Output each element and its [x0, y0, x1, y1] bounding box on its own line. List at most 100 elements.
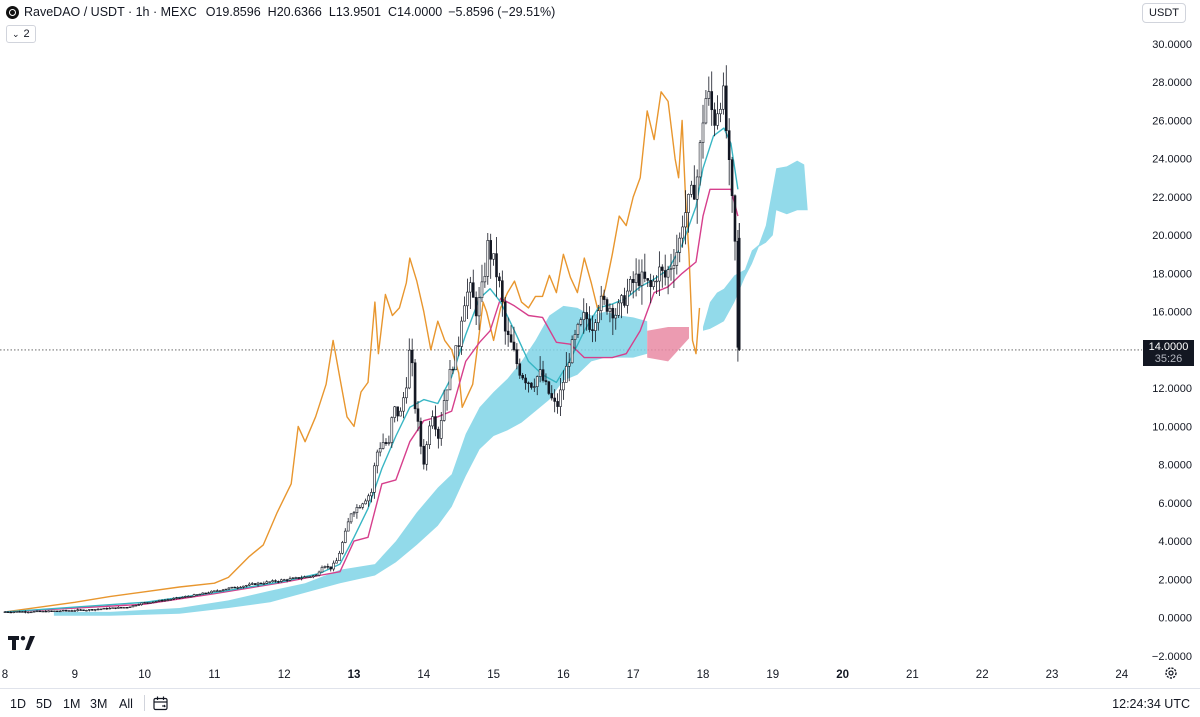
- chart-plot-area[interactable]: 30.000028.000026.000024.000022.000020.00…: [0, 0, 1200, 688]
- toolbar-divider: [144, 695, 145, 711]
- candle: [335, 557, 338, 564]
- candle: [172, 597, 175, 601]
- candle: [463, 296, 466, 322]
- x-tick-label: 8: [2, 669, 8, 681]
- candle: [416, 401, 420, 432]
- candle: [364, 498, 367, 505]
- candle: [166, 598, 170, 602]
- candle: [460, 316, 463, 355]
- candle: [547, 380, 551, 396]
- y-tick-label: 24.0000: [1152, 154, 1192, 166]
- x-tick-label: 13: [348, 669, 361, 681]
- y-tick-label: 22.0000: [1152, 192, 1192, 204]
- candle: [640, 259, 644, 305]
- candle: [12, 611, 16, 614]
- candle: [346, 517, 350, 532]
- range-1d[interactable]: 1D: [10, 697, 26, 711]
- gear-icon[interactable]: [1164, 666, 1178, 680]
- candle: [3, 611, 7, 613]
- candle: [483, 262, 487, 288]
- candle: [445, 389, 449, 411]
- candle: [9, 611, 13, 614]
- candle: [684, 190, 687, 245]
- candle: [544, 373, 548, 386]
- candle: [216, 589, 219, 592]
- currency-button[interactable]: USDT: [1142, 3, 1186, 23]
- candle: [227, 587, 231, 591]
- candle: [373, 462, 376, 499]
- tradingview-logo-icon[interactable]: [8, 636, 36, 654]
- candle: [480, 264, 484, 303]
- candle: [617, 298, 620, 318]
- candle: [288, 576, 292, 582]
- candle: [579, 317, 583, 327]
- candle: [143, 601, 146, 604]
- candle: [541, 360, 545, 383]
- candle: [704, 90, 708, 125]
- indicator-count: 2: [23, 28, 30, 40]
- range-all[interactable]: All: [119, 697, 133, 711]
- candle: [76, 608, 80, 612]
- candle: [73, 609, 77, 612]
- candle: [117, 606, 120, 609]
- candle: [259, 582, 263, 585]
- candle: [323, 565, 327, 569]
- candle: [303, 575, 306, 579]
- candle: [352, 511, 356, 518]
- candle: [178, 597, 181, 600]
- candle: [713, 102, 716, 137]
- candle: [326, 563, 330, 570]
- ichimoku-cloud: [53, 160, 808, 616]
- candle: [265, 580, 269, 584]
- candle: [375, 449, 379, 474]
- low-value: 13.9501: [335, 5, 382, 19]
- utc-clock[interactable]: 12:24:34 UTC: [1112, 697, 1190, 711]
- candle: [695, 169, 699, 224]
- candle: [614, 308, 618, 330]
- range-3m[interactable]: 3M: [90, 697, 108, 711]
- candle: [643, 253, 647, 283]
- candle: [623, 287, 626, 308]
- candle: [434, 405, 437, 437]
- candle: [512, 326, 516, 352]
- y-tick-label: 16.0000: [1152, 307, 1192, 319]
- candle: [733, 194, 737, 261]
- range-1m[interactable]: 1M: [63, 697, 81, 711]
- candle: [649, 273, 652, 304]
- candle: [146, 602, 149, 604]
- y-tick-label: 12.0000: [1152, 383, 1192, 395]
- indicators-toggle[interactable]: ⌄ 2: [6, 25, 36, 43]
- range-5d[interactable]: 5D: [36, 697, 52, 711]
- y-tick-label: 28.0000: [1152, 77, 1192, 89]
- candle: [300, 575, 303, 581]
- candle: [527, 381, 530, 393]
- candle: [279, 578, 283, 583]
- candle: [236, 586, 239, 590]
- symbol-legend[interactable]: RaveDAO / USDT · 1h · MEXC O 19.8596 H 20.…: [6, 4, 561, 20]
- candle: [637, 259, 641, 292]
- calendar-range-icon[interactable]: [153, 696, 169, 711]
- candle: [620, 294, 623, 319]
- candle: [93, 609, 97, 612]
- symbol-title[interactable]: RaveDAO / USDT · 1h · MEXC: [24, 5, 197, 19]
- candle: [634, 258, 638, 297]
- candle: [349, 513, 353, 524]
- bottom-toolbar: 1D 5D 1M 3M All 12:24:34 UTC: [0, 688, 1200, 717]
- candle: [457, 336, 461, 357]
- candle: [53, 610, 56, 613]
- candle: [410, 338, 414, 377]
- candle: [181, 596, 184, 599]
- candle: [253, 583, 257, 585]
- candle: [393, 405, 397, 423]
- x-tick-label: 21: [906, 669, 919, 681]
- candle: [70, 609, 74, 612]
- candle: [111, 607, 114, 609]
- bar-countdown: 35:26: [1154, 353, 1183, 365]
- candle: [61, 609, 65, 612]
- candle: [21, 611, 24, 613]
- candle: [576, 322, 580, 339]
- candle: [489, 233, 492, 279]
- candle: [169, 598, 173, 601]
- candle: [224, 588, 228, 591]
- candle: [294, 576, 298, 579]
